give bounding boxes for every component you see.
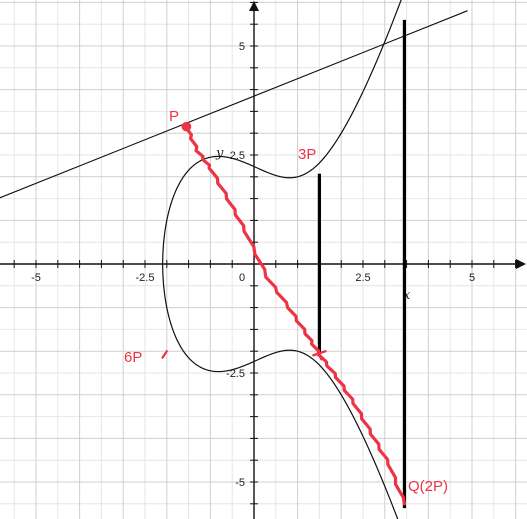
x-tick-label: -2.5 (136, 272, 155, 284)
point-p-marker (181, 121, 192, 132)
tick-labels: -5 -2.5 0 2.5 552.5-2.5-5 (31, 41, 475, 489)
y-tick-label: 5 (239, 41, 245, 53)
vertical-reflection-lines (317, 19, 407, 509)
label-p: P (169, 108, 179, 125)
x-tick-label: 2.5 (355, 272, 370, 284)
y-axis-arrowhead (249, 1, 259, 11)
x-axis-variable: x (403, 288, 411, 303)
y-axis-variable: y (215, 146, 224, 161)
x-tick-label: 5 (469, 272, 475, 284)
label-q-2p: Q(2P) (408, 478, 448, 495)
curve-upper-branch (162, 0, 402, 265)
curve-lower-branch (162, 263, 399, 519)
y-tick-label: -5 (235, 477, 245, 489)
label-6p: 6P (124, 349, 142, 366)
label-3p: 3P (298, 146, 316, 163)
three-p-cross-mark (312, 348, 327, 361)
y-tick-label: -2.5 (226, 368, 245, 380)
x-axis-arrowhead (516, 259, 526, 269)
six-p-tick-mark (161, 350, 168, 359)
x-tick-label: -5 (31, 272, 41, 284)
tangent-line (0, 10, 468, 199)
hand-drawn-red-line (183, 125, 406, 506)
tick-marks (13, 1, 517, 505)
x-tick-label: 0 (239, 272, 245, 284)
